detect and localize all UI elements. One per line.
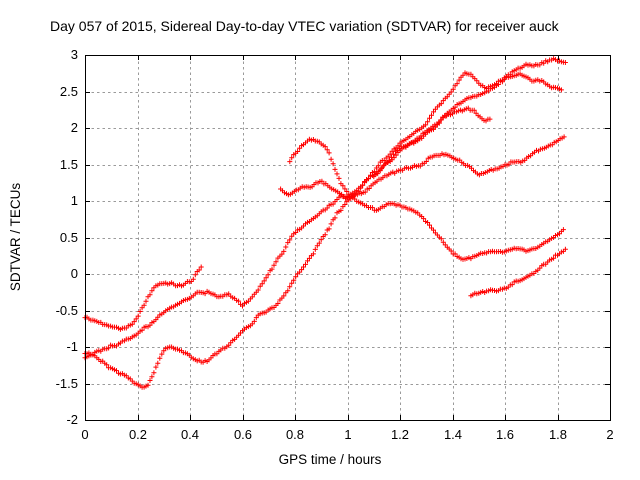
y-tick-label: 2.5 <box>59 84 78 99</box>
x-tick-label: 1 <box>344 427 352 442</box>
x-tick-label: 0 <box>81 427 89 442</box>
y-tick-label: -1.5 <box>55 376 78 391</box>
x-tick-label: 1.4 <box>443 427 463 442</box>
chart-title: Day 057 of 2015, Sidereal Day-to-day VTE… <box>50 18 559 34</box>
x-tick-label: 1.8 <box>548 427 568 442</box>
y-tick-label: 3 <box>70 47 78 62</box>
y-tick-label: 0 <box>70 266 78 281</box>
x-tick-label: 0.2 <box>128 427 148 442</box>
y-tick-label: 0.5 <box>59 230 78 245</box>
x-tick-label: 0.4 <box>180 427 200 442</box>
y-tick-label: -2 <box>66 412 78 427</box>
y-tick-label: 2 <box>70 120 78 135</box>
x-tick-label: 1.2 <box>390 427 410 442</box>
x-axis-label: GPS time / hours <box>278 452 382 467</box>
x-tick-label: 1.6 <box>495 427 515 442</box>
x-tick-label: 0.8 <box>285 427 305 442</box>
y-tick-label: 1 <box>70 193 78 208</box>
y-tick-label: 1.5 <box>59 157 78 172</box>
x-tick-label: 2 <box>606 427 614 442</box>
x-tick-label: 0.6 <box>233 427 253 442</box>
y-tick-label: -0.5 <box>55 303 78 318</box>
y-tick-label: -1 <box>66 339 78 354</box>
